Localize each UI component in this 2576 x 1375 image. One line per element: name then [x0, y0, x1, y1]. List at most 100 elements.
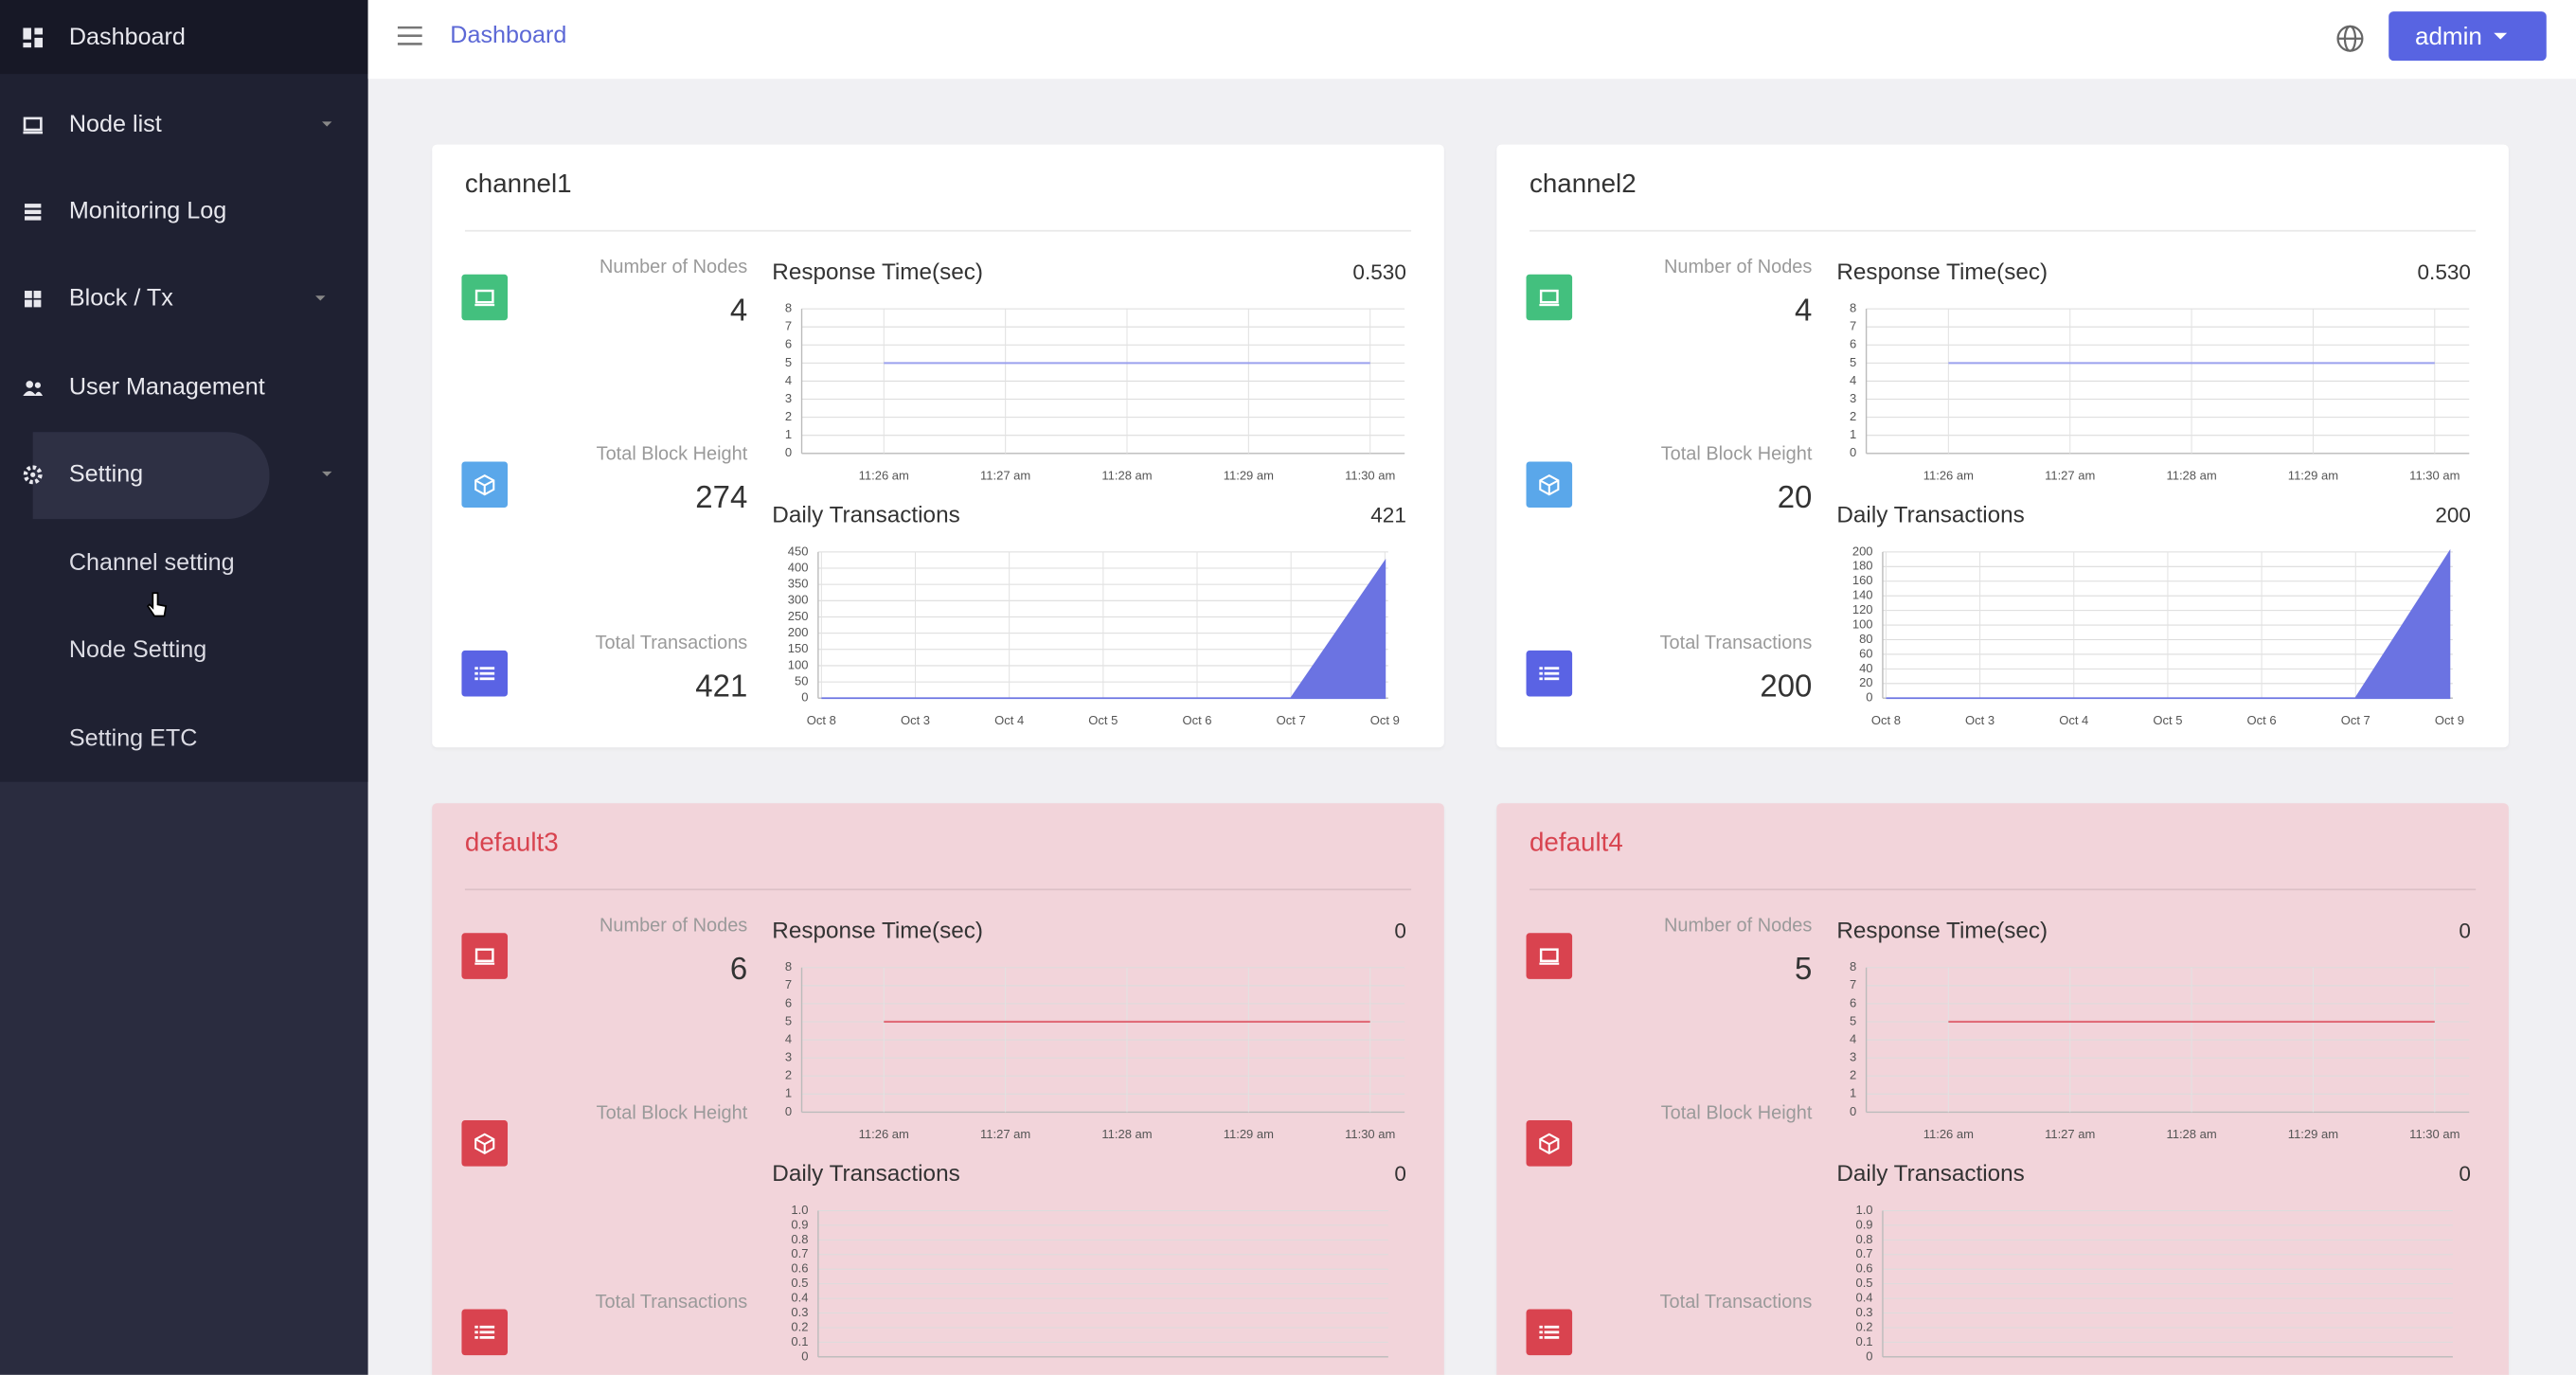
stat-label: Total Transactions: [1659, 1293, 1813, 1313]
x-tick-label: 11:28 am: [2166, 468, 2216, 482]
y-tick-label: 200: [788, 625, 809, 639]
y-tick-label: 5: [1850, 1013, 1856, 1027]
menu-item[interactable]: Setting: [0, 430, 368, 517]
y-tick-label: 2: [785, 1068, 792, 1082]
y-tick-label: 3: [785, 391, 792, 405]
cursor: [147, 592, 168, 617]
stat-value: 4: [1795, 294, 1813, 329]
icon-glyph: [1539, 289, 1560, 307]
user-button[interactable]: admin: [2388, 11, 2547, 62]
y-tick-label: 400: [788, 560, 809, 574]
icon-glyph: [474, 1133, 495, 1154]
menu-item[interactable]: User Management: [0, 344, 368, 431]
stat-icon: [1526, 274, 1573, 321]
chart: 0 1 2 3 4 5 6 7 8 11:26 am 11:27 am 11:28 am 11:29 a…: [1850, 301, 2470, 482]
channel-card: channel2 Number of Nodes 4 Total Block Heig…: [1496, 144, 2509, 748]
y-tick-label: 3: [1850, 391, 1856, 405]
chart-title: Daily Transactions: [772, 501, 960, 527]
y-tick-label: 0: [785, 445, 792, 459]
header: Dashboard admin: [367, 0, 2576, 80]
y-tick-label: 450: [788, 544, 809, 558]
stat-value: 20: [1777, 481, 1813, 516]
menu-label: Monitoring Log: [68, 198, 227, 224]
y-tick-label: 0: [801, 1348, 808, 1363]
y-tick-label: 6: [785, 337, 792, 351]
chart-title: Response Time(sec): [1836, 916, 2048, 943]
stat-icon: [1526, 461, 1573, 509]
y-tick-label: 1: [785, 427, 792, 441]
y-tick-label: 100: [1852, 616, 1873, 631]
stat-icon: [1526, 1120, 1573, 1167]
y-tick-label: 6: [1850, 995, 1856, 1009]
y-tick-label: 0.5: [1855, 1276, 1872, 1290]
icon-glyph: [1539, 474, 1560, 496]
user-name: admin: [2414, 22, 2482, 50]
menu-item[interactable]: Dashboard: [0, 0, 368, 75]
x-tick-label: Oct 8: [807, 713, 836, 727]
y-tick-label: 60: [1859, 646, 1872, 660]
x-tick-label: 11:26 am: [859, 468, 909, 482]
x-tick-label: 11:28 am: [1101, 468, 1152, 482]
y-tick-label: 0.1: [791, 1334, 808, 1348]
divider: [464, 888, 1412, 891]
y-tick-label: 0.3: [791, 1305, 808, 1319]
stat-icon: [461, 1309, 509, 1356]
menu-item[interactable]: Node list: [0, 80, 368, 168]
x-tick-label: 11:29 am: [1224, 468, 1274, 482]
y-tick-label: 8: [1850, 301, 1856, 315]
y-tick-label: 0: [1850, 1104, 1856, 1118]
stat-label: Total Block Height: [1660, 1103, 1813, 1124]
stat-value: 200: [1760, 670, 1813, 705]
menu-label: Block / Tx: [68, 284, 173, 312]
x-tick-label: Oct 9: [1370, 713, 1400, 727]
y-tick-label: 8: [1850, 959, 1856, 973]
chart-value: 0: [2459, 918, 2471, 943]
breadcrumb[interactable]: Dashboard: [450, 23, 567, 50]
submenu-item[interactable]: Node Setting: [0, 606, 368, 693]
menu-label: Dashboard: [68, 24, 186, 50]
submenu-item[interactable]: Channel setting: [0, 519, 368, 606]
area: [821, 559, 1386, 700]
y-tick-label: 0.4: [791, 1291, 808, 1305]
y-tick-label: 4: [1850, 1031, 1856, 1045]
caret: [321, 121, 332, 127]
x-tick-label: Oct 8: [1871, 713, 1901, 727]
menu-item[interactable]: Block / Tx: [0, 255, 368, 342]
channel-card: default4 Number of Nodes 5 Total Block Heig…: [1496, 803, 2509, 1375]
x-tick-label: Oct 4: [2059, 713, 2088, 727]
y-tick-label: 4: [785, 373, 792, 387]
y-tick-label: 3: [1850, 1050, 1856, 1064]
menu-label: Node list: [68, 111, 162, 137]
stat-value: 274: [695, 481, 748, 516]
y-tick-label: 0.7: [791, 1246, 808, 1260]
y-tick-label: 3: [785, 1050, 792, 1064]
y-tick-label: 160: [1852, 573, 1873, 587]
icon-glyph: [474, 1325, 495, 1339]
submenu-label: Node Setting: [68, 636, 207, 663]
y-tick-label: 140: [1852, 588, 1873, 602]
y-tick-label: 8: [785, 959, 792, 973]
stat-label: Number of Nodes: [1664, 916, 1813, 937]
stat-label: Total Block Height: [1660, 445, 1813, 465]
icon-glyph: [1539, 667, 1560, 681]
y-tick-label: 1.0: [791, 1203, 808, 1217]
icon: [23, 116, 44, 134]
caret: [315, 295, 326, 301]
language-icon[interactable]: [2336, 25, 2364, 52]
icon-glyph: [1539, 1325, 1560, 1339]
y-tick-label: 350: [788, 577, 809, 591]
y-tick-label: 0.8: [791, 1232, 808, 1246]
x-tick-label: 11:27 am: [2045, 468, 2095, 482]
x-tick-label: 11:28 am: [1101, 1127, 1152, 1141]
caret: [2494, 32, 2507, 40]
menu-toggle[interactable]: [397, 26, 422, 46]
icon-glyph: [1539, 948, 1560, 965]
sidebar-menu: [0, 0, 368, 782]
y-tick-label: 0.8: [1855, 1232, 1872, 1246]
stat-label: Number of Nodes: [599, 258, 748, 278]
menu-item[interactable]: Monitoring Log: [0, 168, 368, 255]
submenu-item[interactable]: Setting ETC: [0, 695, 368, 782]
